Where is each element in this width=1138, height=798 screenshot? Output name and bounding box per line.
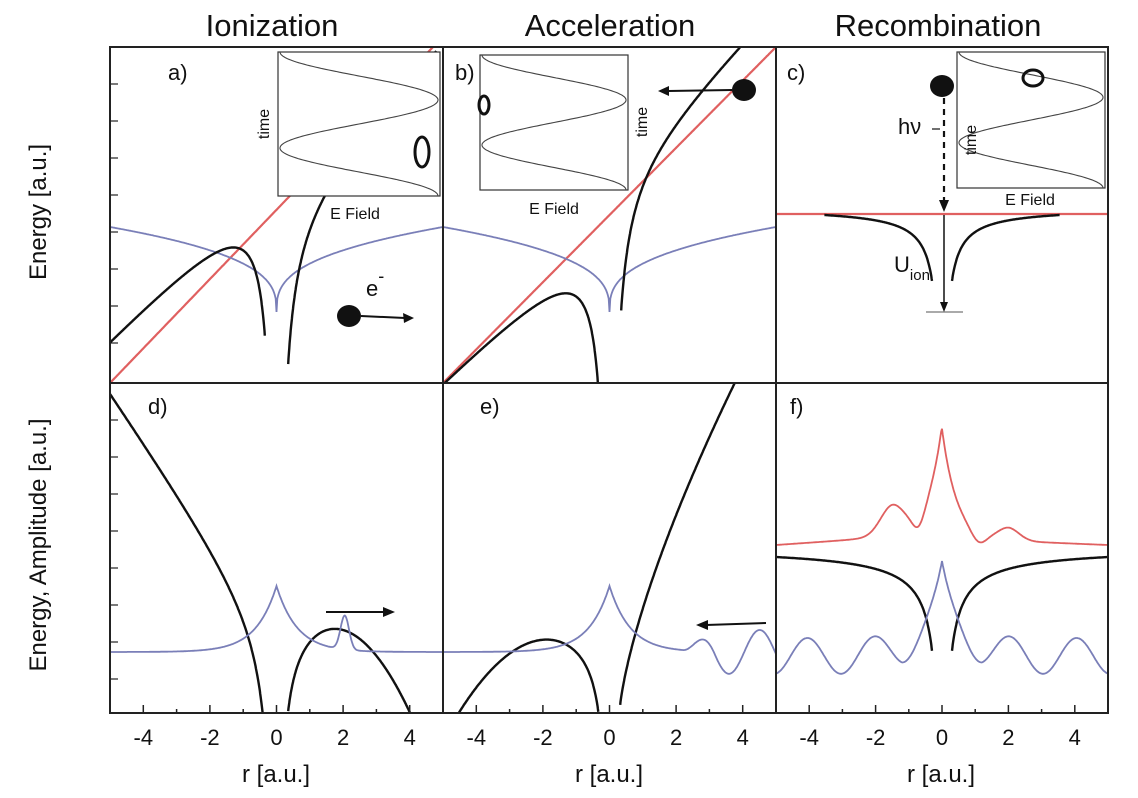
uion-label-sub: ion — [910, 267, 930, 284]
x-tick-labels: -4 -2 0 2 4 -4 -2 0 2 4 -4 -2 0 2 4 — [134, 725, 1081, 750]
panel-label-c: c) — [787, 60, 805, 85]
x-tick-label: 2 — [337, 725, 349, 750]
wavefunction-f-recombined — [775, 428, 1108, 546]
potential-c — [824, 213, 934, 282]
inset-b-xlabel: E Field — [529, 201, 579, 218]
electron-a-dot — [337, 305, 361, 327]
panel-label-f: f) — [790, 394, 803, 419]
x-tick-label: 0 — [603, 725, 615, 750]
photon-arrowhead — [939, 200, 949, 212]
inset-a-ylabel: time — [256, 109, 273, 139]
potential-e-left — [458, 638, 600, 714]
panel-label-b: b) — [455, 60, 475, 85]
wavefunction-d — [110, 582, 443, 653]
electron-label-main: e — [366, 276, 378, 301]
uion-arrowhead — [940, 302, 948, 312]
xlabel-right: r [a.u.] — [907, 761, 975, 788]
panel-label-d: d) — [148, 394, 168, 419]
title-acceleration: Acceleration — [525, 8, 696, 43]
curves-layer — [109, 46, 1109, 714]
electron-b — [658, 79, 756, 101]
wavefunction-envelope-b — [442, 226, 777, 313]
title-ionization: Ionization — [206, 8, 339, 43]
electron-a-arrowhead — [403, 313, 414, 323]
uion-label: Uion — [894, 252, 930, 284]
inset-c: E Field time — [956, 51, 1106, 209]
inset-b-marker — [477, 94, 491, 116]
x-tick-label: 2 — [670, 725, 682, 750]
panel-label-a: a) — [168, 60, 188, 85]
electron-c: hν Uion — [894, 75, 963, 313]
electron-b-arrow-shaft — [667, 89, 733, 92]
x-tick-label: 0 — [936, 725, 948, 750]
arrow-d — [326, 607, 395, 617]
title-recombination: Recombination — [835, 8, 1042, 43]
panel-frames — [109, 46, 1109, 714]
panel-frame-0-1 — [109, 382, 444, 714]
inset-c-marker — [1021, 68, 1045, 88]
electron-label-sup: - — [378, 266, 384, 286]
x-tick-label: -4 — [799, 725, 819, 750]
potential-f-left — [775, 555, 934, 651]
panel-label-e: e) — [480, 394, 500, 419]
x-tick-label: 4 — [737, 725, 749, 750]
xlabel-middle: r [a.u.] — [575, 761, 643, 788]
x-tick-label: -2 — [866, 725, 886, 750]
x-tick-label: 0 — [270, 725, 282, 750]
inset-a-marker — [413, 135, 431, 169]
x-tick-label: 4 — [404, 725, 416, 750]
x-tick-label: -2 — [200, 725, 220, 750]
inset-b: E Field time — [477, 54, 651, 218]
potential-d-left — [109, 393, 264, 713]
inset-b-field-curve — [481, 54, 627, 191]
inset-c-xlabel: E Field — [1005, 192, 1055, 209]
potential-e-right — [619, 382, 736, 706]
arrow-e — [696, 620, 767, 630]
inset-b-ylabel: time — [634, 107, 651, 137]
arrow-d-head — [383, 607, 395, 617]
x-tick-label: -4 — [467, 725, 487, 750]
electron-label: e- — [366, 266, 384, 301]
xlabel-left: r [a.u.] — [242, 761, 310, 788]
photon-label: hν — [898, 114, 921, 139]
x-tick-label: -2 — [533, 725, 553, 750]
electron-b-dot — [732, 79, 756, 101]
electron-a-arrow-shaft — [360, 315, 406, 319]
electron-c-dot — [930, 75, 954, 97]
potential-b-left — [444, 292, 599, 384]
panel-frame-1-1 — [442, 382, 777, 714]
potential-a-left — [109, 246, 266, 344]
potential-f-right — [950, 555, 1109, 651]
top-ylabel: Energy [a.u.] — [25, 144, 52, 280]
x-tick-label: 4 — [1069, 725, 1081, 750]
uion-label-main: U — [894, 252, 910, 277]
inset-c-field-curve — [958, 51, 1104, 189]
inset-a-field-curve — [279, 51, 439, 197]
x-tick-label: 2 — [1002, 725, 1014, 750]
electron-b-arrowhead — [658, 86, 669, 96]
bottom-ylabel: Energy, Amplitude [a.u.] — [25, 418, 52, 671]
field-line-b — [442, 46, 777, 384]
wavefunction-envelope-a — [109, 226, 444, 313]
arrow-e-head — [696, 620, 708, 630]
inset-a: E Field time — [256, 51, 441, 223]
electron-a: e- — [337, 266, 414, 327]
potential-d-right — [287, 627, 412, 714]
wavefunction-e — [443, 582, 777, 675]
potential-c-right — [950, 213, 1060, 282]
x-tick-label: -4 — [134, 725, 154, 750]
inset-c-ylabel: time — [963, 125, 980, 155]
wavefunction-f-returning — [775, 560, 1109, 675]
inset-a-xlabel: E Field — [330, 206, 380, 223]
arrow-e-shaft — [705, 622, 767, 626]
potential-b-right — [620, 46, 741, 311]
